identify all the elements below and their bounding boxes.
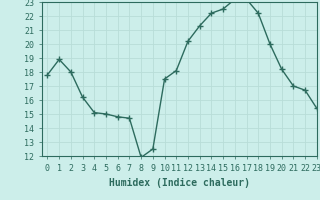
X-axis label: Humidex (Indice chaleur): Humidex (Indice chaleur) [109,178,250,188]
